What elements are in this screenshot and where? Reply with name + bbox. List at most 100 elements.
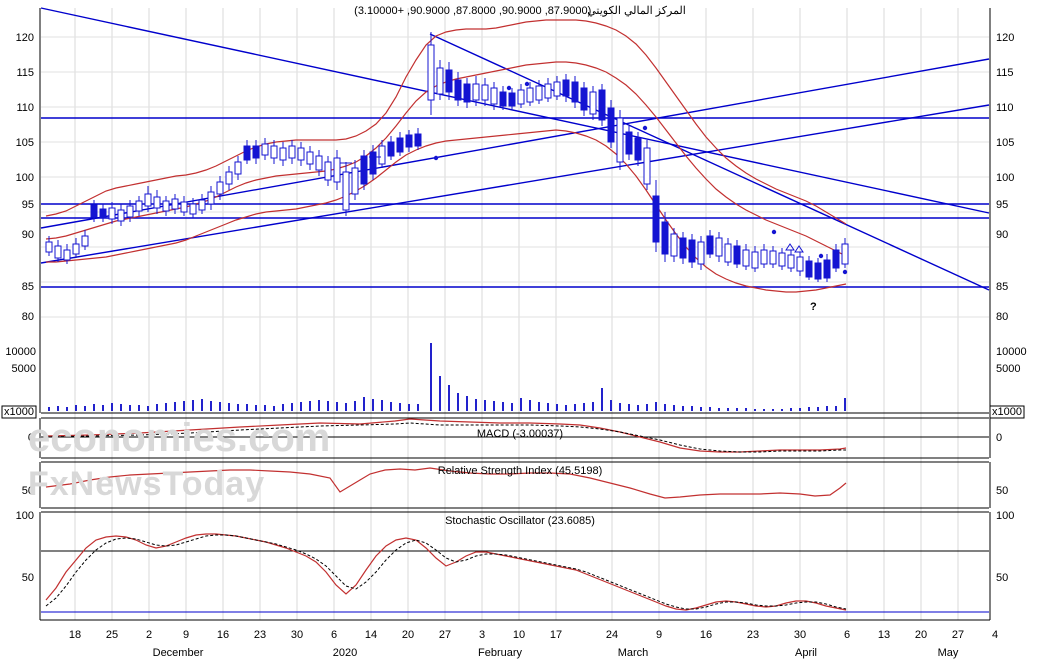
- svg-text:110: 110: [16, 102, 34, 114]
- trendline-descending-2: [429, 33, 990, 291]
- rsi-line: [45, 467, 847, 499]
- stoch-d-line: [45, 534, 847, 610]
- svg-text:120: 120: [16, 32, 34, 44]
- svg-text:16: 16: [700, 629, 712, 641]
- chart-title: المركز المالي الكويتي(87.9000, 90.9000, …: [354, 5, 686, 17]
- svg-text:100: 100: [996, 510, 1014, 522]
- macd-signal-line: [45, 422, 846, 453]
- macd-axis-right-0: 0: [996, 432, 1002, 444]
- candlestick-series: [45, 32, 849, 282]
- quote-values: (87.9000, 90.9000, 87.8000, 90.9000, +3.…: [354, 5, 591, 17]
- svg-text:6: 6: [844, 629, 850, 641]
- month-labels: December 2020 February March April May: [153, 647, 959, 659]
- price-axis-left: 120 115 110 105 100 95 90 85 80: [16, 32, 34, 323]
- svg-text:27: 27: [952, 629, 964, 641]
- svg-text:25: 25: [106, 629, 118, 641]
- bollinger-lower-band: [46, 129, 847, 293]
- svg-text:115: 115: [16, 67, 34, 79]
- svg-text:85: 85: [996, 281, 1008, 293]
- rsi-panel: 50 50 Relative Strength Index (45.5198): [22, 461, 1008, 509]
- svg-text:3: 3: [479, 629, 485, 641]
- svg-text:2020: 2020: [333, 647, 357, 659]
- price-horizontal-gridlines: [41, 36, 989, 318]
- svg-text:9: 9: [656, 629, 662, 641]
- svg-text:5000: 5000: [996, 363, 1020, 375]
- x-axis: 18 25 2 9 16 23 30 6 14 20 27 3 10 17 24…: [40, 619, 998, 659]
- svg-text:4: 4: [992, 629, 998, 641]
- svg-text:100: 100: [16, 510, 34, 522]
- svg-text:December: December: [153, 647, 204, 659]
- price-axis-right: 120 115 110 105 100 95 90 85 80: [996, 32, 1014, 323]
- svg-text:10000: 10000: [996, 346, 1027, 358]
- svg-text:27: 27: [439, 629, 451, 641]
- volume-unit-box-right: [989, 405, 1025, 419]
- svg-text:14: 14: [365, 629, 377, 641]
- price-marker-dots: [433, 81, 848, 275]
- svg-text:100: 100: [996, 172, 1014, 184]
- macd-label: MACD (-3.00037): [477, 428, 563, 440]
- x-tick-labels: 18 25 2 9 16 23 30 6 14 20 27 3 10 17 24…: [69, 629, 998, 641]
- rsi-label: Relative Strength Index (45.5198): [438, 465, 603, 477]
- svg-text:20: 20: [402, 629, 414, 641]
- svg-text:105: 105: [996, 137, 1014, 149]
- svg-text:6: 6: [331, 629, 337, 641]
- volume-unit-label-left: x1000: [4, 406, 34, 418]
- svg-text:95: 95: [996, 199, 1008, 211]
- stochastic-panel: 100 50 100 50 Stochastic Oscillator (23.…: [16, 510, 1014, 621]
- trendline-ascending-lower: [40, 104, 990, 264]
- svg-text:5000: 5000: [12, 363, 36, 375]
- svg-text:24: 24: [606, 629, 618, 641]
- svg-text:10000: 10000: [5, 346, 36, 358]
- bollinger-upper-band: [45, 19, 847, 225]
- rsi-axis-left-50: 50: [22, 485, 34, 497]
- volume-bars: [48, 343, 846, 411]
- svg-text:13: 13: [878, 629, 890, 641]
- svg-text:90: 90: [996, 229, 1008, 241]
- svg-text:18: 18: [69, 629, 81, 641]
- stoch-label: Stochastic Oscillator (23.6085): [445, 515, 595, 527]
- svg-text:10: 10: [513, 629, 525, 641]
- svg-text:80: 80: [996, 311, 1008, 323]
- trendline-descending-1: [40, 7, 990, 214]
- svg-text:February: February: [478, 647, 523, 659]
- svg-text:110: 110: [996, 102, 1014, 114]
- pattern-annotations: [340, 156, 804, 253]
- svg-text:17: 17: [550, 629, 562, 641]
- svg-text:100: 100: [16, 172, 34, 184]
- svg-text:April: April: [795, 647, 817, 659]
- svg-text:95: 95: [22, 199, 34, 211]
- volume-axis-left: 10000 5000: [5, 346, 36, 375]
- volume-panel: 10000 5000 10000 5000: [1, 330, 1027, 419]
- svg-text:90: 90: [22, 229, 34, 241]
- svg-text:30: 30: [794, 629, 806, 641]
- macd-panel: 0 0 MACD (-3.00037): [28, 417, 1002, 459]
- svg-text:23: 23: [747, 629, 759, 641]
- stoch-axis-left: 100 50: [16, 510, 34, 584]
- svg-text:50: 50: [996, 572, 1008, 584]
- rsi-axis-right-50: 50: [996, 485, 1008, 497]
- svg-text:March: March: [618, 647, 649, 659]
- svg-text:120: 120: [996, 32, 1014, 44]
- stoch-k-line: [45, 533, 847, 611]
- volume-unit-box-left: [1, 405, 37, 419]
- vertical-gridlines: [74, 8, 959, 620]
- volume-axis-right: 10000 5000: [996, 346, 1027, 375]
- svg-text:80: 80: [22, 311, 34, 323]
- svg-text:85: 85: [22, 281, 34, 293]
- svg-text:2: 2: [146, 629, 152, 641]
- svg-text:23: 23: [254, 629, 266, 641]
- svg-text:105: 105: [16, 137, 34, 149]
- instrument-name: المركز المالي الكويتي: [587, 5, 686, 17]
- volume-unit-label-right: x1000: [992, 406, 1022, 418]
- svg-text:50: 50: [22, 572, 34, 584]
- stoch-axis-right: 100 50: [996, 510, 1014, 584]
- macd-axis-left-0: 0: [28, 432, 34, 444]
- svg-text:115: 115: [996, 67, 1014, 79]
- macd-line: [45, 418, 847, 453]
- annotation-question-mark: ?: [810, 301, 817, 313]
- svg-text:20: 20: [915, 629, 927, 641]
- svg-text:May: May: [938, 647, 959, 659]
- svg-text:9: 9: [183, 629, 189, 641]
